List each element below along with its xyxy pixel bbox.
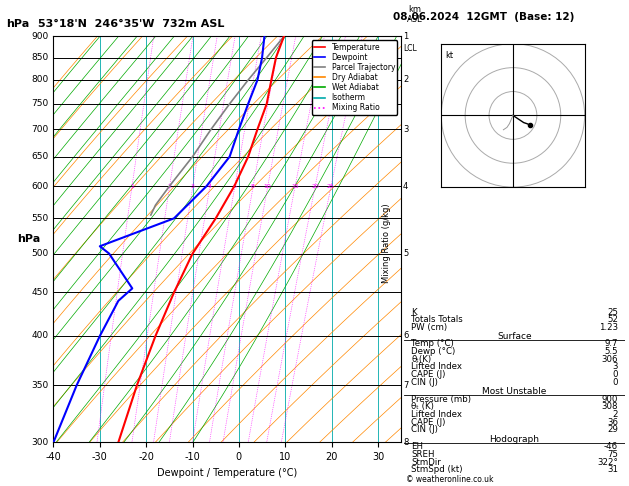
Text: 3: 3 <box>613 363 618 371</box>
Text: Most Unstable: Most Unstable <box>482 387 547 396</box>
Text: 308: 308 <box>601 402 618 411</box>
Text: CIN (J): CIN (J) <box>411 378 438 387</box>
Text: 1.23: 1.23 <box>599 323 618 332</box>
Text: LCL: LCL <box>403 45 416 53</box>
Text: 15: 15 <box>291 184 299 190</box>
Text: 850: 850 <box>31 53 48 62</box>
Text: SREH: SREH <box>411 450 435 459</box>
Text: 5: 5 <box>403 249 408 258</box>
Text: Totals Totals: Totals Totals <box>411 315 463 324</box>
Text: CAPE (J): CAPE (J) <box>411 417 445 427</box>
Text: kt: kt <box>445 51 453 60</box>
Text: Surface: Surface <box>497 332 532 341</box>
Text: EH: EH <box>411 442 423 451</box>
Text: 550: 550 <box>31 214 48 223</box>
Text: StmDir: StmDir <box>411 458 441 467</box>
Text: 650: 650 <box>31 152 48 161</box>
Text: 2: 2 <box>167 184 172 190</box>
Text: θₜ (K): θₜ (K) <box>411 402 434 411</box>
Text: 300: 300 <box>31 438 48 447</box>
Text: 350: 350 <box>31 381 48 390</box>
Text: 3: 3 <box>403 125 408 134</box>
Text: 750: 750 <box>31 99 48 108</box>
Text: 0: 0 <box>613 378 618 387</box>
Text: 700: 700 <box>31 125 48 134</box>
Text: 10: 10 <box>264 184 272 190</box>
Text: Dewp (°C): Dewp (°C) <box>411 347 455 356</box>
Text: 306: 306 <box>601 355 618 364</box>
X-axis label: Dewpoint / Temperature (°C): Dewpoint / Temperature (°C) <box>157 468 298 478</box>
Text: 8: 8 <box>251 184 255 190</box>
Text: StmSpd (kt): StmSpd (kt) <box>411 466 462 474</box>
Text: 52: 52 <box>607 315 618 324</box>
Text: 36: 36 <box>607 417 618 427</box>
Text: 25: 25 <box>607 308 618 317</box>
Text: 6: 6 <box>233 184 237 190</box>
Text: 2: 2 <box>613 410 618 419</box>
Text: 08.06.2024  12GMT  (Base: 12): 08.06.2024 12GMT (Base: 12) <box>393 12 574 22</box>
Text: © weatheronline.co.uk: © weatheronline.co.uk <box>406 474 493 484</box>
Text: Temp (°C): Temp (°C) <box>411 339 454 348</box>
Text: 3: 3 <box>191 184 195 190</box>
Text: 31: 31 <box>607 466 618 474</box>
Text: 25: 25 <box>327 184 335 190</box>
Text: 4: 4 <box>208 184 212 190</box>
Text: 900: 900 <box>601 395 618 404</box>
Text: 800: 800 <box>31 75 48 85</box>
Text: Hodograph: Hodograph <box>489 434 540 444</box>
Text: 500: 500 <box>31 249 48 258</box>
Text: 29: 29 <box>607 425 618 434</box>
Text: 8: 8 <box>403 438 408 447</box>
Text: PW (cm): PW (cm) <box>411 323 447 332</box>
Text: 1: 1 <box>130 184 134 190</box>
Text: hPa: hPa <box>6 19 30 30</box>
Text: 322°: 322° <box>597 458 618 467</box>
Text: 53°18'N  246°35'W  732m ASL: 53°18'N 246°35'W 732m ASL <box>38 19 224 30</box>
Text: -46: -46 <box>604 442 618 451</box>
Text: 7: 7 <box>403 381 408 390</box>
Text: 75: 75 <box>607 450 618 459</box>
Text: km
ASL: km ASL <box>407 5 423 24</box>
Text: K: K <box>411 308 416 317</box>
Text: 5.5: 5.5 <box>604 347 618 356</box>
Text: 4: 4 <box>403 182 408 191</box>
Text: hPa: hPa <box>18 234 41 244</box>
Text: θₜ(K): θₜ(K) <box>411 355 431 364</box>
Text: 20: 20 <box>311 184 319 190</box>
Text: 450: 450 <box>31 288 48 297</box>
Text: 9.7: 9.7 <box>604 339 618 348</box>
Text: Pressure (mb): Pressure (mb) <box>411 395 471 404</box>
Text: 0: 0 <box>613 370 618 379</box>
Text: Lifted Index: Lifted Index <box>411 410 462 419</box>
Text: CIN (J): CIN (J) <box>411 425 438 434</box>
Legend: Temperature, Dewpoint, Parcel Trajectory, Dry Adiabat, Wet Adiabat, Isotherm, Mi: Temperature, Dewpoint, Parcel Trajectory… <box>312 40 398 115</box>
Text: 400: 400 <box>31 331 48 341</box>
Text: CAPE (J): CAPE (J) <box>411 370 445 379</box>
Text: 6: 6 <box>403 331 408 341</box>
Text: 2: 2 <box>403 75 408 85</box>
Text: Mixing Ratio (g/kg): Mixing Ratio (g/kg) <box>382 203 391 283</box>
Text: 1: 1 <box>403 32 408 41</box>
Text: 900: 900 <box>31 32 48 41</box>
Text: Lifted Index: Lifted Index <box>411 363 462 371</box>
Text: 600: 600 <box>31 182 48 191</box>
